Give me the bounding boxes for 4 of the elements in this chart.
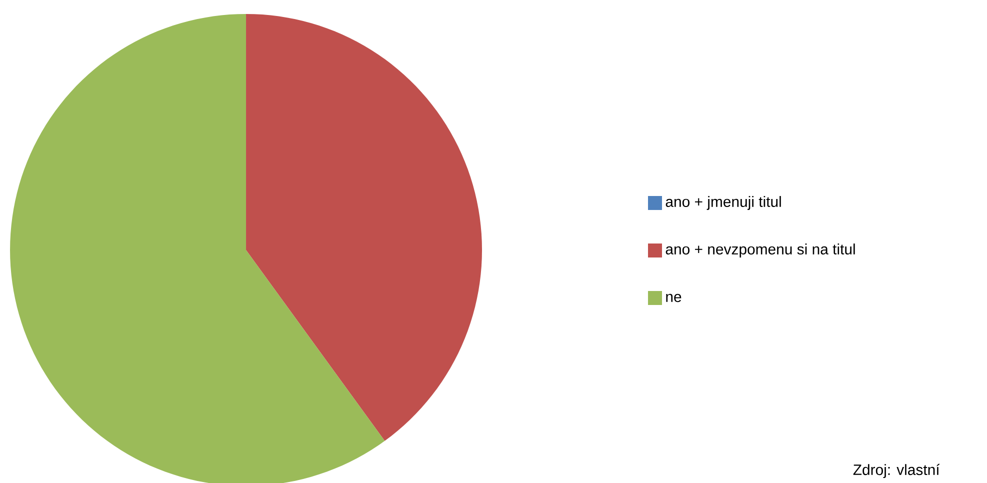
text: Zdroj: vlastní <box>853 464 940 478</box>
legend-label: ne <box>666 294 682 302</box>
legend-label: ano + nevzpomenu si na titul <box>666 244 855 258</box>
legend-label: ano + jmenuji titul <box>666 196 781 210</box>
